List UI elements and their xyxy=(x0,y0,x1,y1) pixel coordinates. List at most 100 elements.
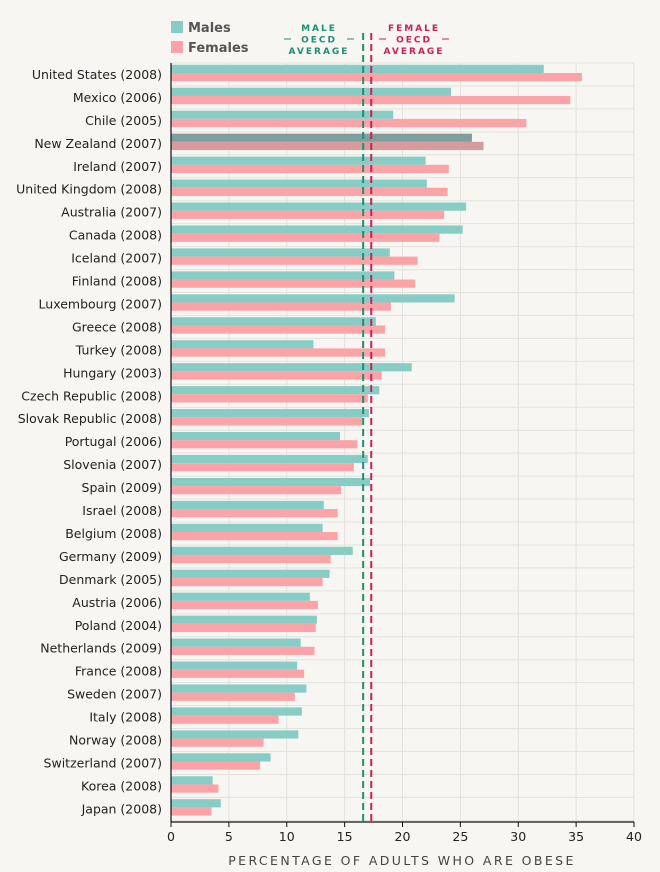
bar-females xyxy=(171,646,315,655)
bar-males xyxy=(171,615,317,624)
bar-females xyxy=(171,187,448,196)
x-tick-label: 35 xyxy=(568,829,584,844)
category-label: Norway (2008) xyxy=(69,733,162,748)
male-oecd-average-label: AVERAGE xyxy=(289,47,350,57)
x-tick-label: 10 xyxy=(279,829,295,844)
bar-females xyxy=(171,761,261,770)
bar-females xyxy=(171,118,527,128)
category-label: Turkey (2008) xyxy=(75,342,162,357)
bar-females xyxy=(171,233,440,242)
legend-swatch xyxy=(171,41,183,53)
x-tick-label: 30 xyxy=(510,829,526,844)
x-tick-label: 5 xyxy=(225,829,233,844)
grid-lines xyxy=(170,62,635,822)
category-label: Australia (2007) xyxy=(61,205,162,220)
category-label: Italy (2008) xyxy=(89,710,162,725)
category-label: Korea (2008) xyxy=(81,778,162,793)
bar-males xyxy=(171,753,271,762)
category-label: Switzerland (2007) xyxy=(44,755,162,770)
bar-males xyxy=(171,110,394,119)
bar-males xyxy=(171,202,467,211)
category-labels: United States (2008) Mexico (2006) Chile (… xyxy=(16,67,162,816)
bar-females xyxy=(171,669,305,678)
category-label: Iceland (2007) xyxy=(71,251,162,266)
bar-males xyxy=(171,386,380,395)
category-label: Greece (2008) xyxy=(72,319,162,334)
bar-males xyxy=(171,454,368,464)
x-tick-label: 40 xyxy=(626,829,642,844)
bar-males xyxy=(171,432,340,441)
bar-females xyxy=(171,715,279,724)
bar-females xyxy=(171,807,212,816)
bar-females xyxy=(171,371,382,380)
bar-females xyxy=(171,532,338,541)
bar-females xyxy=(171,440,358,449)
x-axis-label: PERCENTAGE OF ADULTS WHO ARE OBESE xyxy=(228,853,576,868)
bar-males xyxy=(171,500,324,510)
category-label: Canada (2008) xyxy=(69,228,162,243)
bar-females xyxy=(171,784,219,793)
category-label: Denmark (2005) xyxy=(59,572,162,587)
legend: Males Females xyxy=(171,21,249,56)
bar-males xyxy=(171,707,302,716)
bar-females xyxy=(171,256,418,265)
category-label: Belgium (2008) xyxy=(65,526,162,541)
bar-males xyxy=(171,271,395,280)
legend-swatch xyxy=(171,21,183,33)
axes: 0 5 10 15 20 25 30 35 40 xyxy=(167,63,642,844)
bar-females xyxy=(171,600,319,610)
x-tick-label: 15 xyxy=(337,829,353,844)
category-label: Portugal (2006) xyxy=(65,434,162,449)
category-label: Mexico (2006) xyxy=(73,90,162,105)
bar-males xyxy=(171,799,221,808)
bar-females xyxy=(171,554,331,564)
category-label: France (2008) xyxy=(75,664,162,679)
category-label: United Kingdom (2008) xyxy=(16,182,162,197)
female-oecd-average-label: OECD xyxy=(396,36,432,46)
x-tick-label: 0 xyxy=(167,829,175,844)
category-label: Sweden (2007) xyxy=(67,687,162,702)
category-label: Israel (2008) xyxy=(82,503,162,518)
x-tick-label: 25 xyxy=(452,829,468,844)
category-label: Finland (2008) xyxy=(72,274,162,289)
bar-males xyxy=(171,87,452,96)
bar-males xyxy=(171,179,427,188)
female-oecd-average-label: AVERAGE xyxy=(384,47,445,57)
bar-females xyxy=(171,623,316,632)
category-label: Poland (2004) xyxy=(75,618,162,633)
bar-males xyxy=(171,248,390,257)
legend-label: Females xyxy=(188,41,249,56)
bar-females xyxy=(171,577,323,587)
bar-females xyxy=(171,325,386,334)
bar-males xyxy=(171,638,301,647)
category-label: Czech Republic (2008) xyxy=(21,388,162,403)
bar-females xyxy=(171,394,368,403)
bar-males xyxy=(171,569,330,578)
bar-females xyxy=(171,509,338,518)
category-label: New Zealand (2007) xyxy=(34,136,162,151)
bars xyxy=(171,64,582,816)
bar-males xyxy=(171,133,472,142)
category-label: Netherlands (2009) xyxy=(40,641,162,656)
bar-males xyxy=(171,684,307,693)
bar-males xyxy=(171,225,463,234)
bar-males xyxy=(171,409,369,418)
x-tick-label: 20 xyxy=(395,829,411,844)
male-oecd-average-label: OECD xyxy=(301,36,337,46)
legend-label: Males xyxy=(188,21,231,36)
category-label: Japan (2008) xyxy=(81,801,162,816)
bar-females xyxy=(171,738,264,747)
bar-males xyxy=(171,156,426,165)
male-oecd-average-label: MALE xyxy=(301,24,337,34)
bar-males xyxy=(171,294,455,303)
bar-females xyxy=(171,417,362,426)
category-label: Slovenia (2007) xyxy=(63,457,162,472)
bar-females xyxy=(171,486,342,495)
bar-females xyxy=(171,210,445,219)
bar-females xyxy=(171,73,582,82)
bar-males xyxy=(171,477,371,487)
bar-females xyxy=(171,692,295,701)
category-label: Slovak Republic (2008) xyxy=(18,411,162,426)
